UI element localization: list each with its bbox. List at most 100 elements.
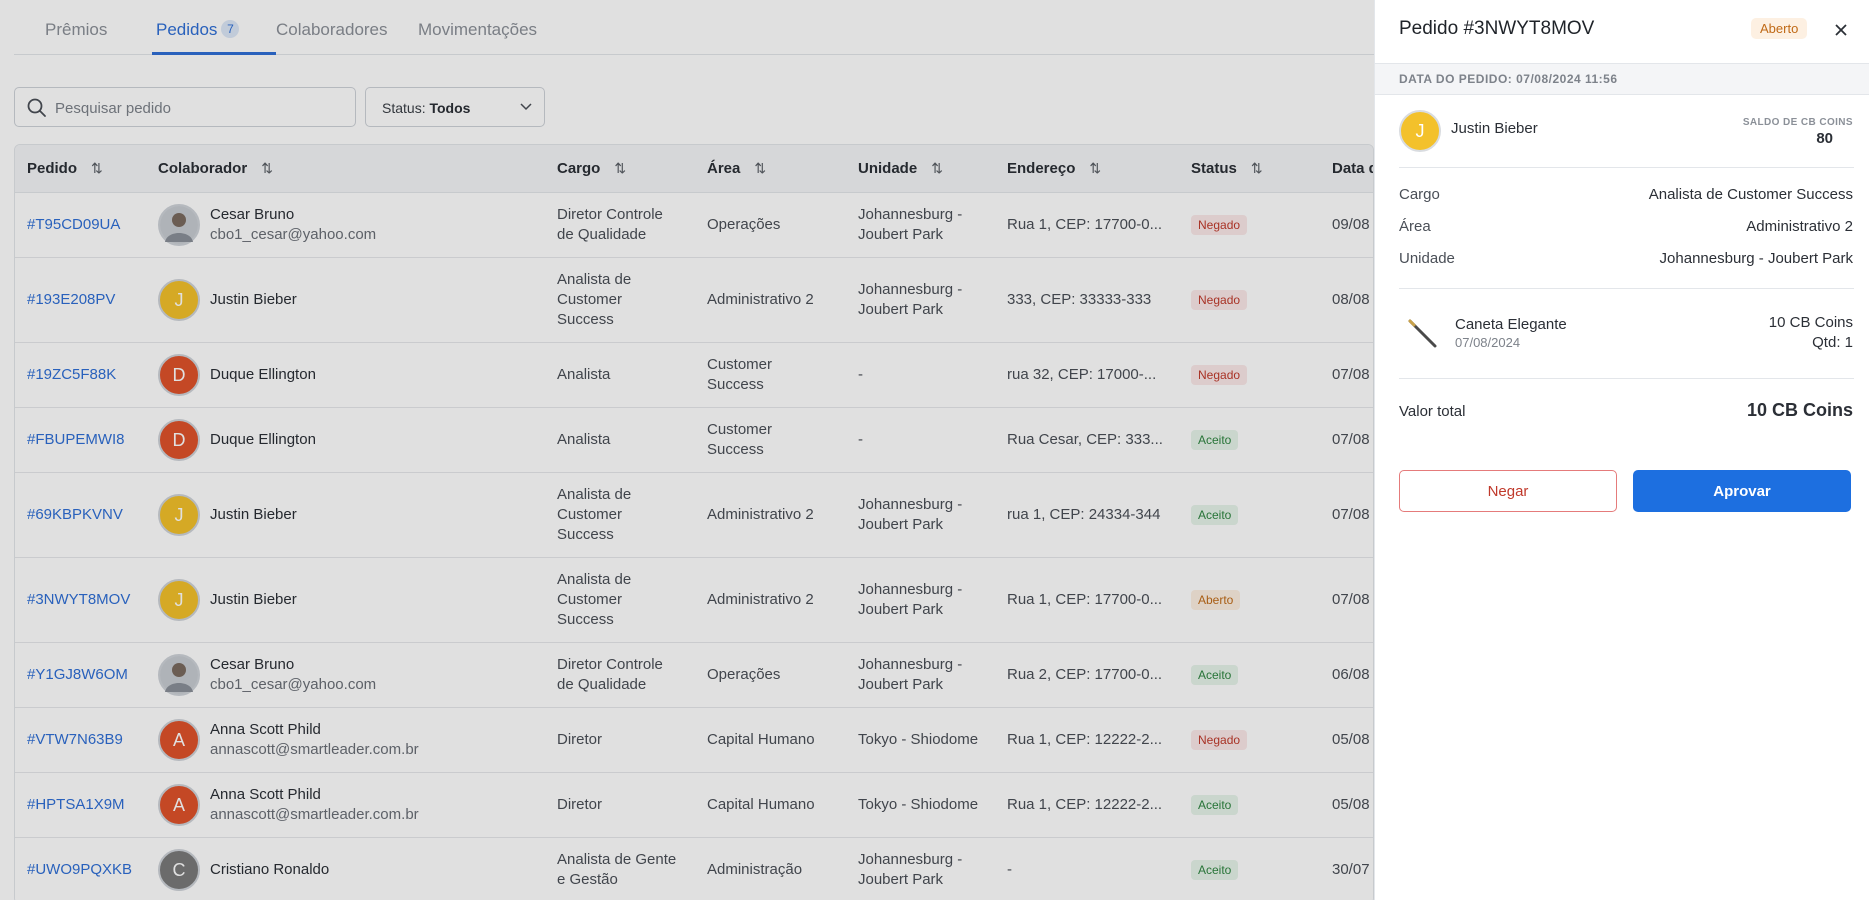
table-row[interactable]: #UWO9PQXKB C Cristiano Ronaldo Analista de …: [15, 838, 1373, 900]
divider: [1399, 167, 1854, 168]
table-row[interactable]: #193E208PV J Justin Bieber Analista de Cust…: [15, 258, 1373, 343]
unidade-cell: Johannesburg - Joubert Park: [858, 496, 963, 533]
status-badge: Aceito: [1191, 430, 1239, 450]
order-id-link[interactable]: #HPTSA1X9M: [27, 796, 125, 813]
sort-icon[interactable]: ⇅: [754, 160, 767, 176]
table-row[interactable]: #69KBPKVNV J Justin Bieber Analista de Cust…: [15, 473, 1373, 558]
order-id-link[interactable]: #T95CD09UA: [27, 216, 121, 233]
collaborator-name: Anna Scott Phild: [210, 721, 321, 738]
order-id-link[interactable]: #VTW7N63B9: [27, 731, 123, 748]
cargo-cell: Diretor: [557, 731, 603, 748]
table-row[interactable]: #HPTSA1X9M A Anna Scott Phild annascott@sma…: [15, 773, 1373, 838]
modal-backdrop[interactable]: [0, 0, 1374, 900]
order-id-link[interactable]: #19ZC5F88K: [27, 366, 117, 383]
pen-icon: [1405, 315, 1441, 351]
status-filter-select[interactable]: Status: Todos: [365, 87, 545, 127]
tab-colaboradores[interactable]: Colaboradores: [276, 20, 388, 39]
date-cell: 07/08: [1332, 366, 1370, 383]
order-id-link[interactable]: #69KBPKVNV: [27, 506, 123, 523]
area-cell: Capital Humano: [707, 796, 815, 813]
cargo-cell: Diretor Controle de Qualidade: [557, 206, 663, 243]
collaborator-name: Anna Scott Phild: [210, 786, 321, 803]
avatar: J: [158, 579, 200, 621]
collaborator-cell: Duque Ellington: [210, 430, 316, 450]
collaborator-cell: Cesar Bruno cbo1_cesar@yahoo.com: [210, 205, 376, 245]
status-badge: Negado: [1191, 365, 1248, 385]
status-badge: Negado: [1191, 290, 1248, 310]
column-header[interactable]: Unidade ⇅: [858, 160, 943, 177]
order-id-link[interactable]: #UWO9PQXKB: [27, 861, 133, 878]
column-header[interactable]: Data d: [1332, 160, 1374, 177]
date-cell: 05/08: [1332, 796, 1370, 813]
close-button[interactable]: [1829, 18, 1853, 42]
area-cell: Administrativo 2: [707, 506, 814, 523]
user-name: Justin Bieber: [1451, 120, 1538, 137]
search-input[interactable]: [55, 97, 345, 119]
cargo-cell: Analista de Customer Success: [557, 571, 632, 628]
tab-count-badge: 7: [221, 20, 240, 38]
column-header[interactable]: Cargo ⇅: [557, 160, 627, 177]
area-cell: Capital Humano: [707, 731, 815, 748]
order-id-link[interactable]: #Y1GJ8W6OM: [27, 666, 128, 683]
sort-icon[interactable]: ⇅: [1250, 160, 1263, 176]
table-row[interactable]: #19ZC5F88K D Duque Ellington Analista Custom…: [15, 343, 1373, 408]
area-cell: Operações: [707, 666, 781, 683]
user-photo-icon: [160, 656, 198, 694]
sort-icon[interactable]: ⇅: [931, 160, 943, 176]
detail-value-cargo: Analista de Customer Success: [1648, 186, 1853, 203]
table-row[interactable]: #Y1GJ8W6OM Cesar Bruno cbo1_cesar@yahoo.co…: [15, 643, 1373, 708]
avatar: D: [158, 419, 200, 461]
sort-icon[interactable]: ⇅: [261, 160, 273, 176]
avatar: A: [158, 784, 200, 826]
status-badge: Aceito: [1191, 665, 1239, 685]
column-header[interactable]: Colaborador ⇅: [158, 160, 273, 177]
order-id-link[interactable]: #FBUPEMWI8: [27, 431, 125, 448]
divider: [1399, 378, 1854, 379]
table-row[interactable]: #T95CD09UA Cesar Bruno cbo1_cesar@yahoo.co…: [15, 193, 1373, 258]
area-cell: Operações: [707, 216, 781, 233]
saldo-value: 80: [1816, 130, 1833, 147]
orders-page: Prêmios Pedidos 7 Colaboradores Movimenta…: [14, 20, 1374, 900]
detail-key-area: Área: [1399, 218, 1431, 235]
column-header[interactable]: Status ⇅: [1191, 160, 1263, 177]
date-cell: 30/07: [1332, 861, 1370, 878]
collaborator-name: Cristiano Ronaldo: [210, 861, 330, 878]
avatar: J: [158, 279, 200, 321]
deny-button[interactable]: Negar: [1399, 470, 1617, 512]
tab-movimentacoes[interactable]: Movimentações: [418, 20, 538, 39]
table-row[interactable]: #FBUPEMWI8 D Duque Ellington Analista Custom…: [15, 408, 1373, 473]
avatar: A: [158, 719, 200, 761]
order-id-link[interactable]: #193E208PV: [27, 291, 116, 308]
unidade-cell: Johannesburg - Joubert Park: [858, 206, 963, 243]
unidade-cell: -: [858, 431, 863, 448]
sort-icon[interactable]: ⇅: [91, 160, 103, 176]
table-row[interactable]: #3NWYT8MOV J Justin Bieber Analista de Cust…: [15, 558, 1373, 643]
endereco-cell: Rua 1, CEP: 12222-2...: [1007, 731, 1163, 748]
column-header[interactable]: Pedido ⇅: [27, 160, 103, 177]
cargo-cell: Analista de Customer Success: [557, 271, 632, 328]
product-name: Caneta Elegante: [1455, 316, 1567, 333]
order-date-bar: DATA DO PEDIDO: 07/08/2024 11:56: [1375, 63, 1869, 95]
area-cell: Administrativo 2: [707, 291, 814, 308]
sort-icon[interactable]: ⇅: [614, 160, 627, 176]
endereco-cell: Rua 1, CEP: 17700-0...: [1007, 216, 1163, 233]
collaborator-name: Justin Bieber: [210, 591, 297, 608]
collaborator-name: Duque Ellington: [210, 366, 316, 383]
area-cell: Administração: [707, 861, 803, 878]
approve-button[interactable]: Aprovar: [1633, 470, 1851, 512]
status-filter-value: Todos: [429, 100, 471, 116]
tab-premios[interactable]: Prêmios: [45, 20, 108, 39]
order-date: DATA DO PEDIDO: 07/08/2024 11:56: [1399, 72, 1618, 86]
status-badge: Negado: [1191, 730, 1248, 750]
collaborator-cell: Anna Scott Phild annascott@smartleader.co…: [210, 785, 419, 825]
sort-icon[interactable]: ⇅: [1089, 160, 1102, 176]
column-header[interactable]: Área ⇅: [707, 160, 767, 177]
area-cell: Administrativo 2: [707, 591, 814, 608]
column-header[interactable]: Endereço ⇅: [1007, 160, 1102, 177]
tab-pedidos[interactable]: Pedidos 7: [156, 20, 240, 40]
collaborator-cell: Anna Scott Phild annascott@smartleader.co…: [210, 720, 419, 760]
table-row[interactable]: #VTW7N63B9 A Anna Scott Phild annascott@sma…: [15, 708, 1373, 773]
order-id-link[interactable]: #3NWYT8MOV: [27, 591, 131, 608]
area-cell: Customer Success: [707, 356, 773, 393]
endereco-cell: 333, CEP: 33333-333: [1007, 291, 1152, 308]
